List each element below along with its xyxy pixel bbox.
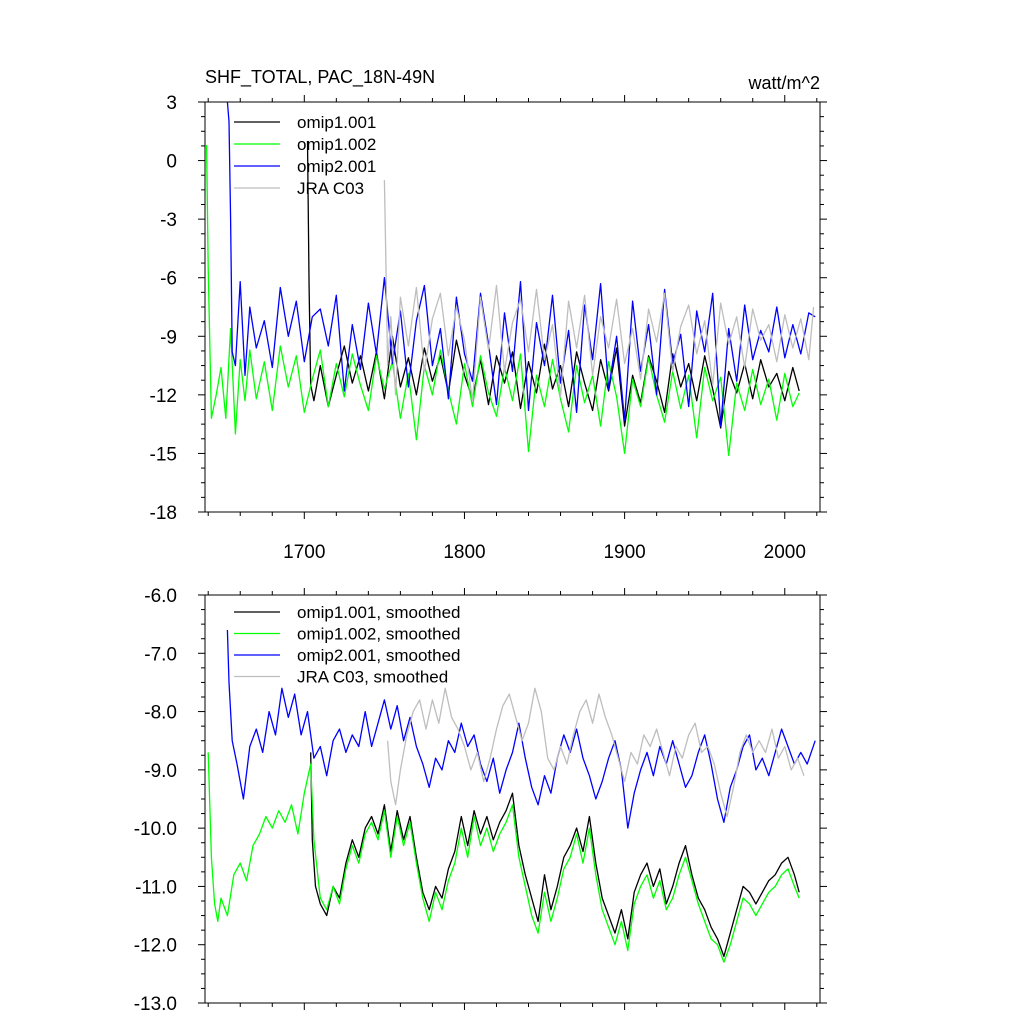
legend: omip1.001 omip1.002 omip2.001 JRA C03	[234, 113, 376, 198]
series-line-omip1-001	[310, 752, 800, 958]
series-line-jra-c03	[383, 180, 815, 402]
y-tick-label: -7.0	[144, 644, 177, 665]
legend-label: omip1.002	[297, 135, 376, 154]
y-tick-label: -6.0	[144, 586, 177, 607]
y-tick-label: -8.0	[144, 703, 177, 724]
y-tick-label: -11.0	[135, 877, 177, 898]
x-tick-label: 2000	[764, 542, 806, 563]
series-line-omip2-001	[226, 629, 816, 829]
bottom-panel-plot: -6.0 -7.0 -8.0 -9.0 -10.0 -11.0 -12.0 -13.0 omip…	[134, 586, 827, 1015]
series-line-omip1-002	[207, 752, 800, 963]
series-line-jra-c03	[386, 687, 805, 818]
legend-label: omip1.001	[297, 113, 376, 132]
series-group	[207, 629, 816, 963]
y-tick-label: -12	[150, 386, 177, 407]
series-group	[205, 102, 816, 457]
y-tick-label: 3	[166, 93, 177, 114]
legend-label: JRA C03	[297, 179, 364, 198]
y-tick-label: -13.0	[134, 994, 177, 1015]
legend-label: omip2.001, smoothed	[297, 646, 461, 665]
y-tick-label: -3	[160, 210, 177, 231]
y-tick-label: -9	[160, 327, 177, 348]
legend-label: JRA C03, smoothed	[297, 668, 448, 687]
x-tick-label: 1900	[603, 542, 645, 563]
y-tick-label: -12.0	[134, 936, 177, 957]
legend-label: omip2.001	[297, 157, 376, 176]
figure-units-label: watt/m^2	[748, 73, 820, 93]
figure-title-left: SHF_TOTAL, PAC_18N-49N	[205, 67, 435, 88]
y-tick-label: -9.0	[144, 761, 177, 782]
legend-label: omip1.002, smoothed	[297, 625, 461, 644]
y-tick-label: -6	[160, 269, 177, 290]
x-tick-label: 1700	[283, 542, 325, 563]
series-line-omip2-001	[226, 102, 816, 427]
y-tick-label: -15	[150, 444, 177, 465]
series-line-omip1-002	[205, 144, 800, 457]
y-tick-label: -10.0	[134, 819, 177, 840]
series-line-omip1-001	[306, 140, 800, 429]
top-panel-plot: 3 0 -3 -6 -9 -12 -15 -18 1700 1800 1900 2000 omip1.0…	[150, 93, 827, 563]
legend: omip1.001, smoothed omip1.002, smoothed om…	[234, 603, 461, 687]
legend-label: omip1.001, smoothed	[297, 603, 461, 622]
y-tick-label: 0	[166, 152, 177, 173]
x-tick-label: 1800	[443, 542, 485, 563]
y-tick-label: -18	[150, 503, 177, 524]
